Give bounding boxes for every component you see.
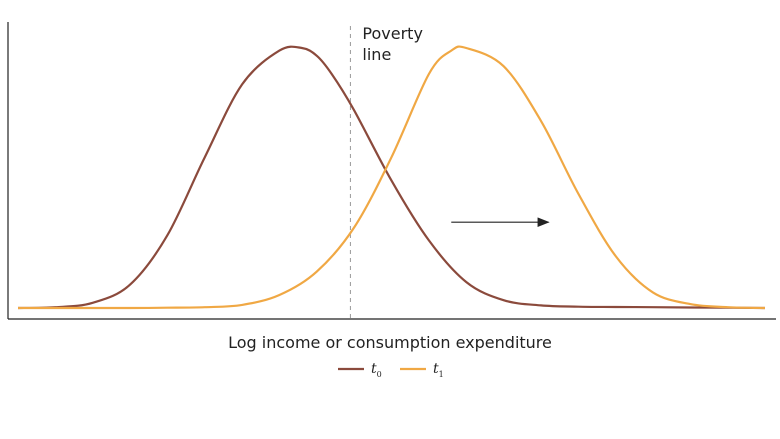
poverty-label-line1: Poverty bbox=[362, 24, 423, 43]
axes bbox=[7, 22, 776, 320]
poverty-label-line2: line bbox=[362, 45, 391, 64]
x-axis-label: Log income or consumption expenditure bbox=[228, 333, 552, 352]
series-line-t1 bbox=[17, 45, 766, 310]
series-line-t0 bbox=[17, 45, 766, 310]
series-layer bbox=[17, 45, 766, 310]
legend: t0 t1 bbox=[338, 361, 444, 379]
legend-label-t0: t0 bbox=[371, 361, 382, 379]
legend-label-t1: t1 bbox=[433, 361, 444, 379]
